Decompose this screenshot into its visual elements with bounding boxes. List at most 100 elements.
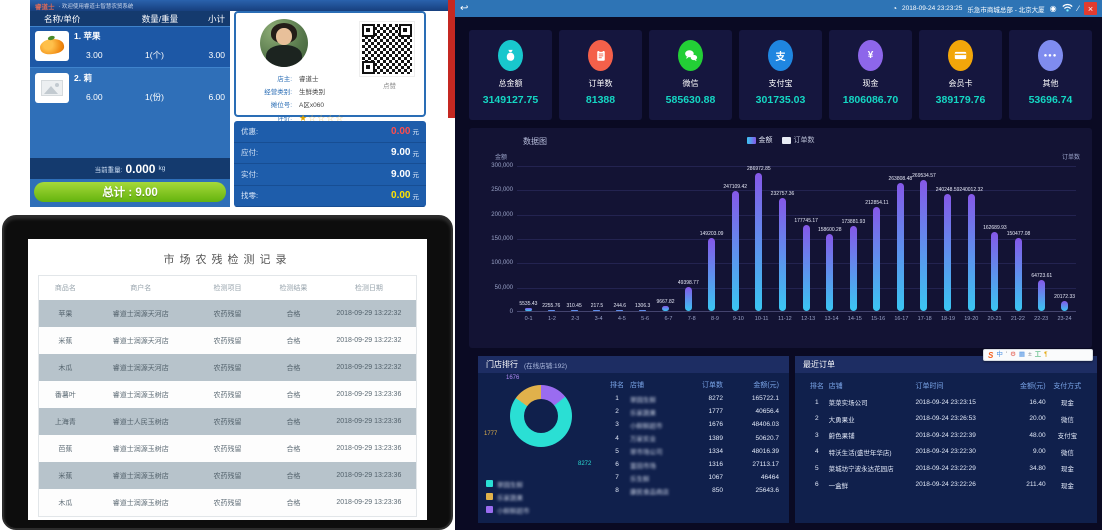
recent-orders-title: 最近订单	[803, 360, 835, 369]
store-name: 翠市场公司	[630, 449, 663, 457]
bar	[593, 309, 601, 311]
detection-row: 木瓜 睿道士润源天河店 农药残留 合格 2018-09-29 13:22:32	[39, 354, 416, 381]
recent-orders-table: 排名 店铺 订单时间 金额(元) 支付方式 1 菜菜实场公司 2018-09-24 23:2…	[805, 378, 1089, 493]
bar-column: 162689.93	[983, 166, 1007, 311]
pos-item[interactable]: 2. 莉 6.00 1(份) 6.00	[30, 68, 230, 110]
donut-hole	[524, 399, 558, 433]
legend-item-off[interactable]: 订单数	[781, 135, 815, 145]
ime-key-icon[interactable]: ¶	[1044, 350, 1048, 358]
pos-item[interactable]: 1. 苹果 3.00 1(个) 3.00	[30, 26, 230, 68]
y-axis-left-label: 金额	[495, 155, 508, 161]
ime-logo-icon[interactable]: S	[988, 350, 994, 360]
ime-key-icon[interactable]: ±	[1028, 350, 1032, 358]
order-method: 微信	[1060, 416, 1074, 424]
ime-key-icon[interactable]: ⚙	[1010, 350, 1016, 358]
order-rank: 5	[815, 464, 819, 472]
detection-cell: 合格	[286, 391, 301, 399]
detection-cell: 农药残留	[213, 310, 242, 318]
donut-value-purple: 1676	[506, 375, 520, 381]
store-donut-chart	[510, 385, 572, 447]
detection-cell: 米蕉	[58, 337, 73, 345]
legend-item-on[interactable]: 金额	[746, 135, 773, 145]
wifi-icon	[1062, 3, 1073, 14]
merchant-field-label: 摊位号:	[270, 101, 292, 109]
star-empty-icon: ☆	[326, 113, 336, 123]
ime-keys[interactable]: 中 ' ⚙ ▦ ± 工 ¶	[996, 350, 1048, 359]
merchant-avatar	[260, 19, 308, 67]
detection-cell: 农药残留	[213, 391, 242, 399]
detection-cell: 农药残留	[213, 337, 242, 345]
store-orders: 1316	[708, 461, 723, 469]
store-rank-row: 3 小鲜鲜超市 1676 48406.03	[606, 418, 781, 431]
bar-column: 1306.3	[631, 166, 654, 311]
recent-order-row: 5 菜城坊宁波永达花园店 2018-09-24 23:22:29 34.80 现金	[805, 460, 1089, 477]
ellipsis-icon: ●●●	[1038, 40, 1063, 71]
rank-number: 3	[615, 421, 619, 429]
item-numbers: 6.00 1(份) 6.00	[74, 91, 230, 103]
bar	[1038, 279, 1046, 311]
bar-column: 64723.61	[1030, 166, 1053, 311]
store-donut-zone: 1676 1777 8272 翠园生鲜 乐家蔬果 小鲜鲜超市	[478, 373, 604, 523]
pos-item-list: 1. 苹果 3.00 1(个) 3.00 2. 莉 6.00 1(份) 6.00	[30, 26, 230, 158]
bar-value-label: 2255.76	[542, 302, 561, 309]
detection-cell: 米蕉	[58, 472, 73, 480]
x-tick-label: 5-6	[641, 316, 650, 322]
order-time: 2018-09-24 23:22:29	[915, 464, 976, 472]
order-rank: 4	[815, 448, 819, 456]
ime-key-icon[interactable]: ▦	[1018, 350, 1026, 358]
pos-item-list-panel: 名称/单价 数量/重量 小计 1. 苹果 3.00 1(个) 3.00 2. 莉 6.00…	[30, 11, 230, 207]
detection-cell: 合格	[286, 364, 301, 372]
edit-icon[interactable]: ∕	[1077, 4, 1079, 13]
bar	[1015, 237, 1023, 311]
total-button[interactable]: 总计 : 9.00	[34, 182, 226, 202]
bar	[896, 182, 904, 311]
detection-row: 芭蕉 睿道士润源玉树店 农药残留 合格 2018-09-29 13:23:36	[39, 435, 416, 462]
back-icon[interactable]: ↩	[460, 2, 469, 14]
store-amount: 48406.03	[751, 421, 779, 429]
close-icon[interactable]: ×	[1084, 2, 1097, 15]
star-filled-icon: ★	[299, 113, 309, 123]
bar-value-label: 247109.42	[723, 183, 748, 190]
detection-cell: 农药残留	[213, 445, 242, 453]
payment-label: 应付:	[241, 148, 259, 158]
rank-number: 4	[615, 434, 619, 442]
bar	[1061, 301, 1069, 311]
ime-key-icon[interactable]: '	[1005, 350, 1008, 358]
rank-number: 7	[615, 474, 619, 482]
merchant-field-row: 经营类别: 生鲜类别	[236, 84, 356, 97]
order-amount: 48.00	[1029, 431, 1046, 439]
detection-cell: 2018-09-29 13:23:36	[336, 499, 402, 506]
order-time: 2018-09-24 23:22:30	[915, 448, 976, 456]
rank-number: 5	[615, 447, 619, 455]
x-tick-label: 9-10	[732, 316, 744, 322]
payment-label: 优惠:	[241, 126, 259, 136]
item-thumbnail	[35, 31, 69, 61]
detection-cell: 睿道士润源玉树店	[112, 499, 169, 507]
ime-toolbar[interactable]: S 中 ' ⚙ ▦ ± 工 ¶	[983, 349, 1093, 361]
dashboard-topbar: ↩ ◔ 2018-09-24 23:23:25 乐急市商城总部 - 北京大厦 ◉…	[455, 0, 1102, 17]
bar-column: 244.6	[608, 166, 631, 311]
detection-cell: 合格	[286, 310, 301, 318]
bar	[639, 309, 647, 311]
payment-row: 实付: 9.00 元	[234, 164, 426, 186]
bar	[967, 194, 975, 311]
ime-key-icon[interactable]: 中	[996, 350, 1003, 358]
detection-cell: 合格	[286, 472, 301, 480]
x-tick-label: 11-12	[778, 316, 792, 322]
item-body: 1. 苹果 3.00 1(个) 3.00	[74, 26, 230, 61]
legend-swatch	[781, 136, 791, 144]
bar-value-label: 158600.28	[817, 226, 842, 233]
store-name: 康民食品商店	[630, 488, 669, 496]
stat-label: 总金额	[498, 79, 523, 88]
stat-label: 微信	[682, 79, 699, 88]
ime-key-icon[interactable]: 工	[1034, 350, 1042, 358]
detection-table-header: 商品名 商户名 检测项目 检测结果 检测日期	[39, 276, 416, 300]
detection-table-body: 苹果 睿道士润源天河店 农药残留 合格 2018-09-29 13:22:32 米蕉 睿道士…	[39, 300, 416, 516]
detection-cell: 2018-09-29 13:22:32	[336, 364, 402, 371]
weight-label: 当前重量:	[94, 166, 123, 174]
detection-cell: 睿道士润源玉树店	[112, 391, 169, 399]
topbar-right-group: ◔ 2018-09-24 23:23:25 乐急市商城总部 - 北京大厦 ◉ ∕…	[892, 2, 1097, 15]
donut-legend-swatch	[486, 506, 493, 513]
current-weight-bar: 当前重量: 0.000 kg	[30, 158, 230, 179]
placeholder-image-icon	[41, 80, 63, 96]
